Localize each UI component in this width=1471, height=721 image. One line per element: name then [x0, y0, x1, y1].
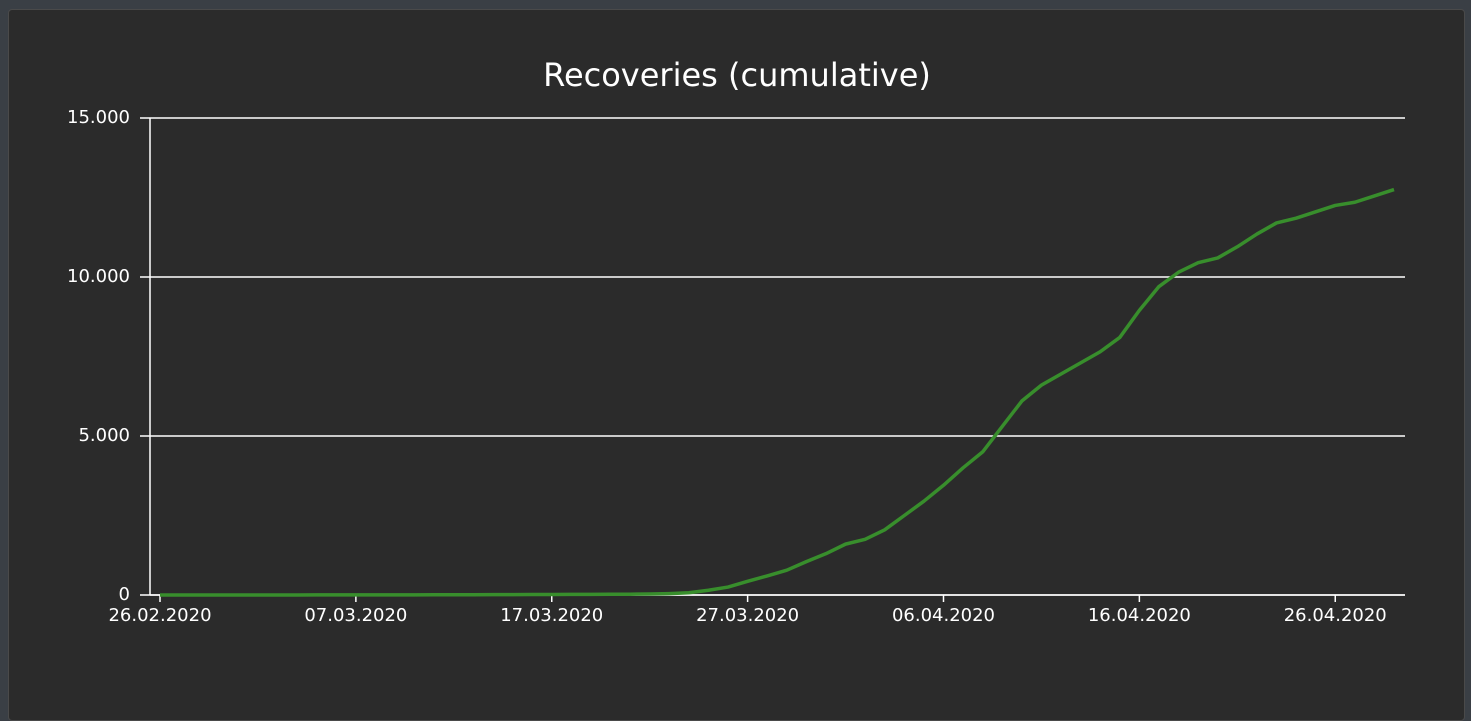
x-tick-label: 27.03.2020 [696, 605, 799, 626]
x-tick-label: 07.03.2020 [304, 605, 407, 626]
chart-title: Recoveries (cumulative) [543, 56, 931, 94]
y-tick-label: 10.000 [67, 266, 130, 287]
x-tick-label: 16.04.2020 [1088, 605, 1191, 626]
y-tick-label: 0 [119, 584, 130, 605]
x-tick-label: 26.04.2020 [1284, 605, 1387, 626]
chart-card [8, 9, 1465, 721]
x-tick-label: 26.02.2020 [108, 605, 211, 626]
y-tick-label: 5.000 [78, 425, 130, 446]
x-tick-label: 17.03.2020 [500, 605, 603, 626]
y-tick-label: 15.000 [67, 107, 130, 128]
x-tick-label: 06.04.2020 [892, 605, 995, 626]
line [160, 187, 1395, 597]
